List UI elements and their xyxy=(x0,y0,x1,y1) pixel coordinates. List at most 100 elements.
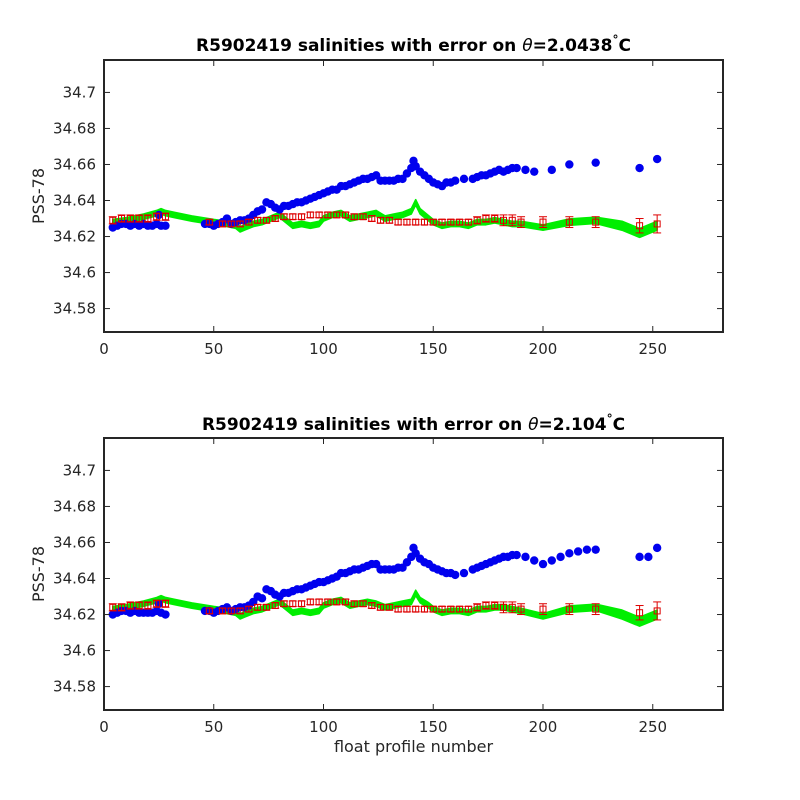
error-bar-marker xyxy=(236,220,244,228)
error-bar xyxy=(108,216,117,225)
error-bar xyxy=(464,605,473,613)
error-bar xyxy=(332,211,341,219)
error-bar-marker xyxy=(227,607,235,615)
error-bar xyxy=(420,605,429,613)
error-bar xyxy=(306,211,315,219)
error-bar-marker xyxy=(403,218,411,226)
error-bar-marker xyxy=(394,605,402,613)
x-axis-label: float profile number xyxy=(334,737,494,756)
error-bar xyxy=(473,216,482,225)
error-bar xyxy=(565,216,574,229)
error-bar-marker xyxy=(438,218,446,226)
error-bar xyxy=(411,218,420,226)
float-salinity-point xyxy=(573,547,583,556)
error-bar xyxy=(143,214,152,223)
error-bar-marker xyxy=(368,215,376,223)
error-bar-marker xyxy=(359,213,367,221)
error-bar-marker xyxy=(306,211,314,219)
error-bar-marker xyxy=(324,598,332,606)
error-bar-marker xyxy=(118,215,126,223)
float-salinity-point xyxy=(635,552,644,562)
error-bar-marker xyxy=(447,605,455,613)
error-bar-marker xyxy=(227,220,235,228)
error-bar-marker xyxy=(539,218,547,226)
error-bar xyxy=(455,218,464,226)
float-salinity-point xyxy=(161,610,170,619)
error-bar-marker xyxy=(636,222,644,230)
error-bar-marker xyxy=(420,218,428,226)
float-salinity-point xyxy=(161,221,170,230)
error-bar-marker xyxy=(377,603,385,611)
error-bar-marker xyxy=(315,211,323,219)
error-bar-marker xyxy=(368,602,376,610)
float-salinity-point xyxy=(530,167,539,176)
error-bar-marker xyxy=(385,216,393,224)
float-salinity-point xyxy=(521,552,530,562)
float-salinity-point xyxy=(538,559,548,569)
x-tick-label: 150 xyxy=(419,340,448,358)
y-tick-label: 34.58 xyxy=(53,300,96,318)
error-bar xyxy=(117,603,126,612)
error-bar xyxy=(253,603,262,611)
error-bar xyxy=(323,598,332,606)
title-prefix: R5902419 salinities with error on xyxy=(196,36,522,56)
error-bar-marker xyxy=(333,211,341,219)
error-bar xyxy=(385,603,394,611)
error-bar xyxy=(394,605,403,613)
error-bar xyxy=(279,600,288,608)
error-bar xyxy=(481,214,490,223)
error-bar-marker xyxy=(491,602,499,610)
float-salinity-point xyxy=(530,556,539,565)
error-bar xyxy=(490,214,499,223)
error-bar xyxy=(350,600,359,608)
error-bar-marker xyxy=(205,607,213,615)
y-tick-label: 34.66 xyxy=(53,533,96,551)
chart-title: R5902419 salinities with error on θ=2.10… xyxy=(202,412,625,435)
error-bar xyxy=(297,600,306,608)
error-bar-marker xyxy=(271,602,279,610)
float-salinity-point xyxy=(565,549,574,558)
error-bar xyxy=(161,599,170,608)
error-bar xyxy=(117,214,126,223)
y-tick-label: 34.7 xyxy=(63,461,96,479)
axes-box xyxy=(103,437,724,711)
title-prefix: R5902419 salinities with error on xyxy=(202,415,528,435)
y-axis-label: PSS-78 xyxy=(29,168,48,224)
title-unit: C xyxy=(618,36,630,56)
error-bar-marker xyxy=(280,600,288,608)
error-bar-marker xyxy=(420,605,428,613)
float-salinity-point xyxy=(547,556,556,565)
error-bar xyxy=(411,605,420,613)
error-bar xyxy=(152,599,161,608)
error-bar-marker xyxy=(359,600,367,608)
title-suffix: =2.0438 xyxy=(533,36,613,56)
y-tick-label: 34.6 xyxy=(63,642,96,660)
title-degree: ° xyxy=(612,33,618,47)
error-bar-marker xyxy=(219,220,227,228)
error-bar-marker xyxy=(254,216,262,224)
y-tick-label: 34.62 xyxy=(53,606,96,624)
float-salinity-point xyxy=(257,205,267,214)
error-bar xyxy=(135,214,144,223)
error-bar-marker xyxy=(636,609,644,617)
float-salinity-point xyxy=(459,174,469,184)
float-salinity-point xyxy=(451,176,460,185)
error-bar-marker xyxy=(109,603,117,611)
error-bar-marker xyxy=(126,602,134,610)
error-bar-marker xyxy=(403,605,411,613)
x-tick-label: 200 xyxy=(529,718,558,736)
error-bar-marker xyxy=(236,607,244,615)
error-bar xyxy=(218,607,227,615)
error-bar xyxy=(143,601,152,610)
error-bar xyxy=(517,216,526,229)
error-bar-marker xyxy=(482,215,490,223)
error-bar-marker xyxy=(280,213,288,221)
error-bar-marker xyxy=(517,218,525,226)
error-bar-marker xyxy=(394,218,402,226)
error-bar-marker xyxy=(118,603,126,611)
error-bar-marker xyxy=(245,605,253,613)
error-bar xyxy=(205,607,214,615)
error-bar-marker xyxy=(315,598,323,606)
error-bar xyxy=(539,216,548,229)
